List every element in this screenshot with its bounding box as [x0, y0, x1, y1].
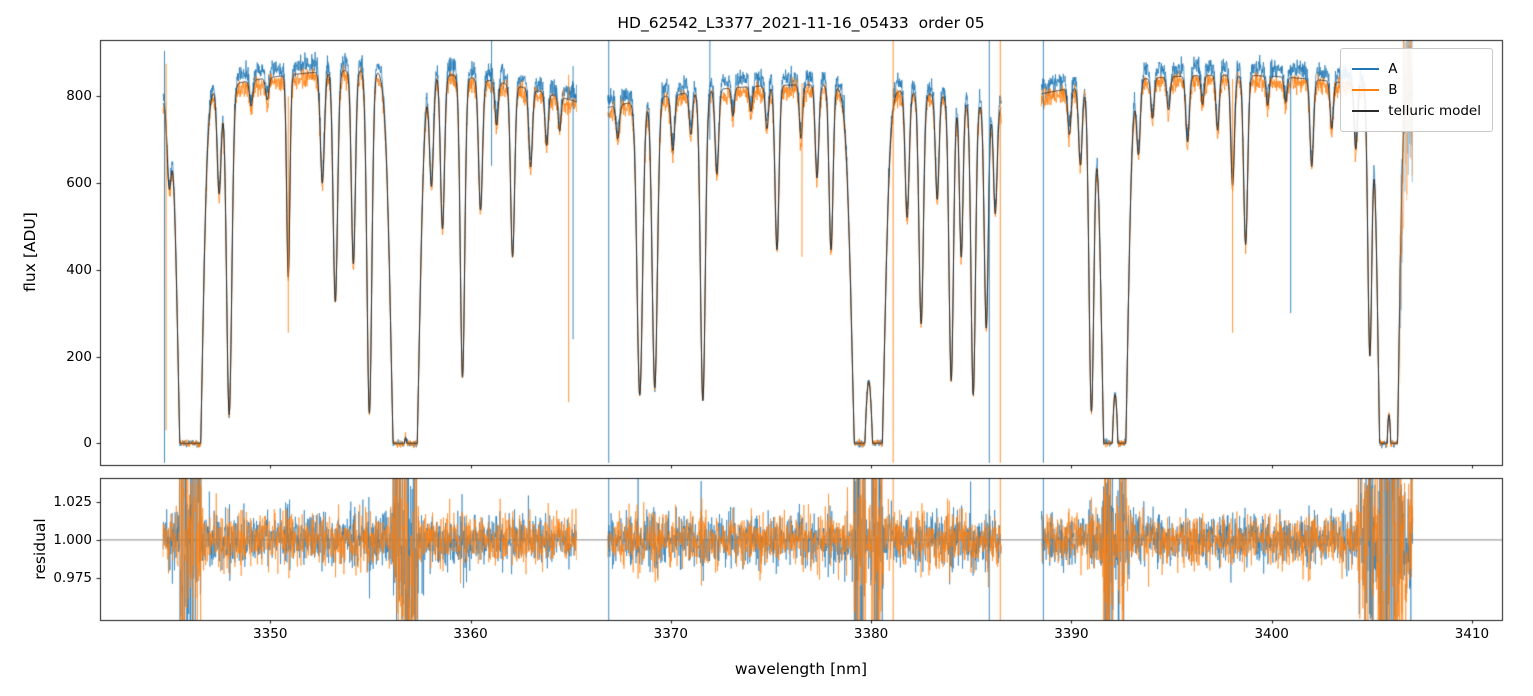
x-tick-label: 3390 — [1054, 626, 1089, 642]
legend-line-sample — [1352, 89, 1380, 91]
y-tick-label-flux: 600 — [66, 175, 92, 192]
x-tick-label: 3370 — [653, 626, 688, 642]
x-tick-label: 3360 — [453, 626, 488, 642]
x-tick-label: 3400 — [1254, 626, 1289, 642]
wavelength-axis-label: wavelength [nm] — [734, 660, 868, 678]
y-tick-label-flux: 800 — [66, 88, 92, 105]
legend-line-sample — [1352, 68, 1380, 70]
y-tick-label-flux: 200 — [66, 348, 92, 365]
y-tick-label-residual: 1.000 — [53, 531, 92, 548]
y-tick-label-flux: 400 — [66, 261, 92, 278]
y-tick-label-residual: 1.025 — [53, 494, 92, 511]
y-tick-label-residual: 0.975 — [53, 569, 92, 586]
legend-label: A — [1388, 61, 1398, 77]
legend-label: B — [1388, 82, 1398, 98]
y-tick-label-flux: 0 — [83, 435, 92, 452]
legend-entry-A: A — [1352, 61, 1481, 77]
x-tick-label: 3380 — [853, 626, 889, 642]
legend-line-sample — [1352, 110, 1380, 112]
chart-title: HD_62542_L3377_2021-11-16_05433 order 05 — [617, 14, 985, 32]
legend-entry-B: B — [1352, 82, 1481, 98]
x-tick-label: 3410 — [1454, 626, 1490, 642]
legend-entry-telluric-model: telluric model — [1352, 103, 1481, 119]
x-tick-label: 3350 — [253, 626, 288, 642]
legend-label: telluric model — [1388, 103, 1481, 119]
flux-axis-label: flux [ADU] — [21, 212, 39, 292]
